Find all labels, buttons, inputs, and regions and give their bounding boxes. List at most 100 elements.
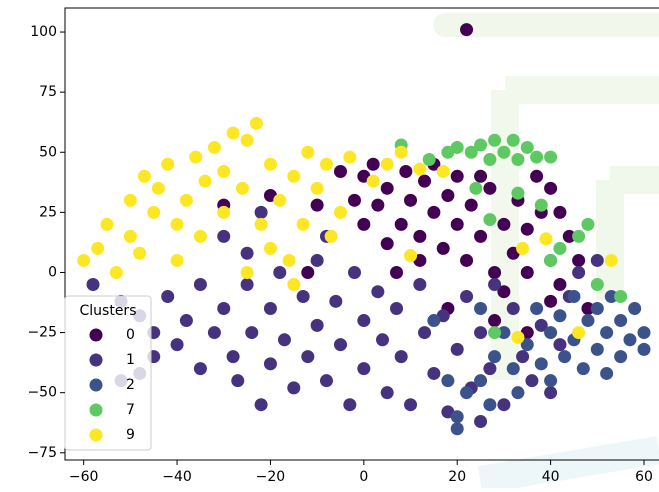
- point: [77, 253, 91, 267]
- point: [469, 181, 483, 195]
- point: [450, 217, 464, 231]
- point: [347, 265, 361, 279]
- point: [581, 302, 595, 316]
- point: [380, 181, 394, 195]
- point: [390, 302, 404, 316]
- point: [516, 350, 530, 364]
- point: [301, 350, 315, 364]
- point: [511, 386, 525, 400]
- y-tick-label: −75: [27, 445, 57, 461]
- y-tick-label: −50: [27, 385, 57, 401]
- point: [394, 350, 408, 364]
- legend-marker: [89, 378, 103, 392]
- point: [488, 314, 502, 328]
- point: [614, 350, 628, 364]
- point: [366, 157, 380, 171]
- point: [394, 217, 408, 231]
- legend-label: 0: [126, 327, 135, 343]
- point: [506, 362, 520, 376]
- point: [277, 333, 291, 347]
- point: [488, 277, 502, 291]
- point: [506, 302, 520, 316]
- point: [483, 398, 497, 412]
- point: [544, 386, 558, 400]
- point: [520, 140, 534, 154]
- point: [263, 241, 277, 255]
- point: [329, 294, 343, 308]
- point: [371, 285, 385, 299]
- legend-marker: [89, 403, 103, 417]
- y-tick-label: 25: [39, 204, 57, 220]
- point: [161, 290, 175, 304]
- point: [357, 362, 371, 376]
- point: [263, 357, 277, 371]
- point: [581, 314, 595, 328]
- point: [488, 350, 502, 364]
- point: [193, 277, 207, 291]
- point: [399, 164, 413, 178]
- point: [170, 217, 184, 231]
- point: [413, 162, 427, 176]
- legend-label: 2: [126, 377, 135, 393]
- point: [474, 302, 488, 316]
- point: [273, 193, 287, 207]
- point: [544, 326, 558, 340]
- point: [511, 186, 525, 200]
- point: [404, 249, 418, 263]
- point: [217, 164, 231, 178]
- point: [376, 333, 390, 347]
- point: [590, 302, 604, 316]
- point: [333, 164, 347, 178]
- point: [506, 133, 520, 147]
- point: [310, 253, 324, 267]
- legend-label: 9: [126, 427, 135, 443]
- point: [198, 174, 212, 188]
- point: [590, 253, 604, 267]
- point: [623, 333, 637, 347]
- point: [296, 217, 310, 231]
- point: [497, 145, 511, 159]
- point: [123, 229, 137, 243]
- point: [474, 138, 488, 152]
- point: [380, 237, 394, 251]
- point: [600, 326, 614, 340]
- point: [604, 253, 618, 267]
- point: [483, 181, 497, 195]
- point: [390, 265, 404, 279]
- point: [534, 198, 548, 212]
- point: [604, 290, 618, 304]
- legend-label: 1: [126, 352, 135, 368]
- point: [614, 290, 628, 304]
- point: [497, 398, 511, 412]
- point: [544, 294, 558, 308]
- point: [464, 198, 478, 212]
- point: [436, 241, 450, 255]
- point: [343, 150, 357, 164]
- point: [544, 181, 558, 195]
- point: [249, 116, 263, 130]
- point: [151, 181, 165, 195]
- point: [520, 222, 534, 236]
- point: [380, 386, 394, 400]
- point: [576, 362, 590, 376]
- y-tick-label: −25: [27, 325, 57, 341]
- point: [273, 265, 287, 279]
- point: [450, 422, 464, 436]
- point: [137, 169, 151, 183]
- x-tick-label: −20: [256, 469, 286, 485]
- point: [544, 253, 558, 267]
- point: [590, 342, 604, 356]
- point: [530, 302, 544, 316]
- point: [301, 145, 315, 159]
- point: [100, 217, 114, 231]
- point: [254, 217, 268, 231]
- point: [464, 145, 478, 159]
- point: [240, 246, 254, 260]
- point: [263, 302, 277, 316]
- point: [189, 150, 203, 164]
- point: [404, 398, 418, 412]
- point: [530, 150, 544, 164]
- point: [427, 366, 441, 380]
- point: [282, 253, 296, 267]
- point: [193, 229, 207, 243]
